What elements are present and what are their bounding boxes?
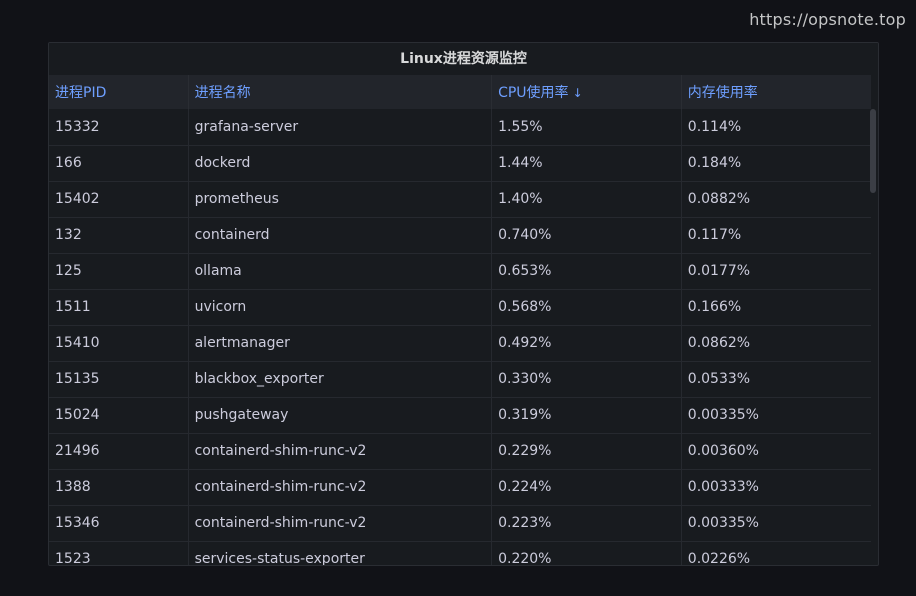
cell-pid: 15410 <box>55 335 100 351</box>
table-row[interactable]: 1388 containerd-shim-runc-v2 0.224% 0.00333… <box>49 469 871 505</box>
cell-mem: 0.117% <box>680 217 871 253</box>
cell-pid: 132 <box>55 227 82 243</box>
cell-cpu: 0.568% <box>491 289 682 325</box>
cell-cpu: 0.319% <box>491 397 682 433</box>
header-mem[interactable]: 内存使用率 <box>680 75 871 109</box>
cell-mem: 0.166% <box>680 289 871 325</box>
cell-mem: 0.0533% <box>680 361 871 397</box>
cell-pid: 1523 <box>55 551 91 565</box>
cell-mem: 0.184% <box>680 145 871 181</box>
table-row[interactable]: 15135 blackbox_exporter 0.330% 0.0533% <box>49 361 871 397</box>
table-row[interactable]: 166 dockerd 1.44% 0.184% <box>49 145 871 181</box>
table-row[interactable]: 15024 pushgateway 0.319% 0.00335% <box>49 397 871 433</box>
cell-cpu: 0.223% <box>491 505 682 541</box>
cell-cpu: 0.740% <box>491 217 682 253</box>
cell-pid: 15402 <box>55 191 100 207</box>
cell-mem: 0.0177% <box>680 253 871 289</box>
cell-name: grafana-server <box>187 109 492 145</box>
cell-mem: 0.0226% <box>680 541 871 565</box>
cell-name: pushgateway <box>187 397 492 433</box>
table-row[interactable]: 132 containerd 0.740% 0.117% <box>49 217 871 253</box>
header-cpu[interactable]: CPU使用率 ↓ <box>491 75 682 109</box>
table-header-row: 进程PID 进程名称 CPU使用率 ↓ 内存使用率 <box>49 75 871 109</box>
cell-cpu: 0.653% <box>491 253 682 289</box>
cell-mem: 0.0882% <box>680 181 871 217</box>
process-table-panel: Linux进程资源监控 进程PID 进程名称 CPU使用率 ↓ 内存使用率 <box>48 42 879 566</box>
cell-mem: 0.114% <box>680 109 871 145</box>
cell-cpu: 0.220% <box>491 541 682 565</box>
cell-cpu: 0.229% <box>491 433 682 469</box>
header-name-label: 进程名称 <box>194 85 251 101</box>
watermark: https://opsnote.top <box>749 10 906 29</box>
cell-mem: 0.00333% <box>680 469 871 505</box>
table-container[interactable]: 进程PID 进程名称 CPU使用率 ↓ 内存使用率 15332 grafana-se… <box>49 75 878 565</box>
table-row[interactable]: 1523 services-status-exporter 0.220% 0.0226… <box>49 541 871 565</box>
cell-name: prometheus <box>187 181 492 217</box>
cell-name: dockerd <box>187 145 492 181</box>
header-pid-label: 进程PID <box>55 85 107 101</box>
cell-name: uvicorn <box>187 289 492 325</box>
cell-pid: 1388 <box>55 479 91 495</box>
cell-pid: 15135 <box>55 371 100 387</box>
cell-mem: 0.00335% <box>680 397 871 433</box>
cell-name: containerd-shim-runc-v2 <box>187 469 492 505</box>
header-mem-label: 内存使用率 <box>687 85 758 101</box>
cell-cpu: 0.492% <box>491 325 682 361</box>
cell-name: blackbox_exporter <box>187 361 492 397</box>
cell-cpu: 1.55% <box>491 109 682 145</box>
header-pid[interactable]: 进程PID <box>49 75 188 109</box>
vertical-scrollbar[interactable] <box>870 109 876 193</box>
cell-name: alertmanager <box>187 325 492 361</box>
table-row[interactable]: 21496 containerd-shim-runc-v2 0.229% 0.0036… <box>49 433 871 469</box>
cell-name: ollama <box>187 253 492 289</box>
cell-cpu: 0.330% <box>491 361 682 397</box>
header-cpu-label: CPU使用率 <box>498 85 569 101</box>
arrow-down-icon: ↓ <box>572 86 583 100</box>
cell-mem: 0.00335% <box>680 505 871 541</box>
cell-mem: 0.0862% <box>680 325 871 361</box>
cell-pid: 1511 <box>55 299 91 315</box>
cell-cpu: 1.44% <box>491 145 682 181</box>
table-row[interactable]: 15410 alertmanager 0.492% 0.0862% <box>49 325 871 361</box>
cell-pid: 15332 <box>55 118 100 135</box>
cell-cpu: 1.40% <box>491 181 682 217</box>
cell-name: containerd-shim-runc-v2 <box>187 505 492 541</box>
cell-name: services-status-exporter <box>187 541 492 565</box>
table-row[interactable]: 15346 containerd-shim-runc-v2 0.223% 0.0033… <box>49 505 871 541</box>
cell-name: containerd-shim-runc-v2 <box>187 433 492 469</box>
cell-pid: 21496 <box>55 443 100 459</box>
table-body: 15332 grafana-server 1.55% 0.114% 166 dockerd… <box>49 109 871 565</box>
cell-pid: 15346 <box>55 515 100 531</box>
table-row[interactable]: 125 ollama 0.653% 0.0177% <box>49 253 871 289</box>
cell-cpu: 0.224% <box>491 469 682 505</box>
process-table: 进程PID 进程名称 CPU使用率 ↓ 内存使用率 15332 grafana-se… <box>49 75 871 565</box>
cell-name: containerd <box>187 217 492 253</box>
table-row[interactable]: 15332 grafana-server 1.55% 0.114% <box>49 109 871 145</box>
header-name[interactable]: 进程名称 <box>187 75 492 109</box>
table-row[interactable]: 15402 prometheus 1.40% 0.0882% <box>49 181 871 217</box>
cell-pid: 125 <box>55 263 82 279</box>
cell-mem: 0.00360% <box>680 433 871 469</box>
table-row[interactable]: 1511 uvicorn 0.568% 0.166% <box>49 289 871 325</box>
panel-title[interactable]: Linux进程资源监控 <box>49 43 878 75</box>
cell-pid: 15024 <box>55 407 100 423</box>
cell-pid: 166 <box>55 155 82 171</box>
